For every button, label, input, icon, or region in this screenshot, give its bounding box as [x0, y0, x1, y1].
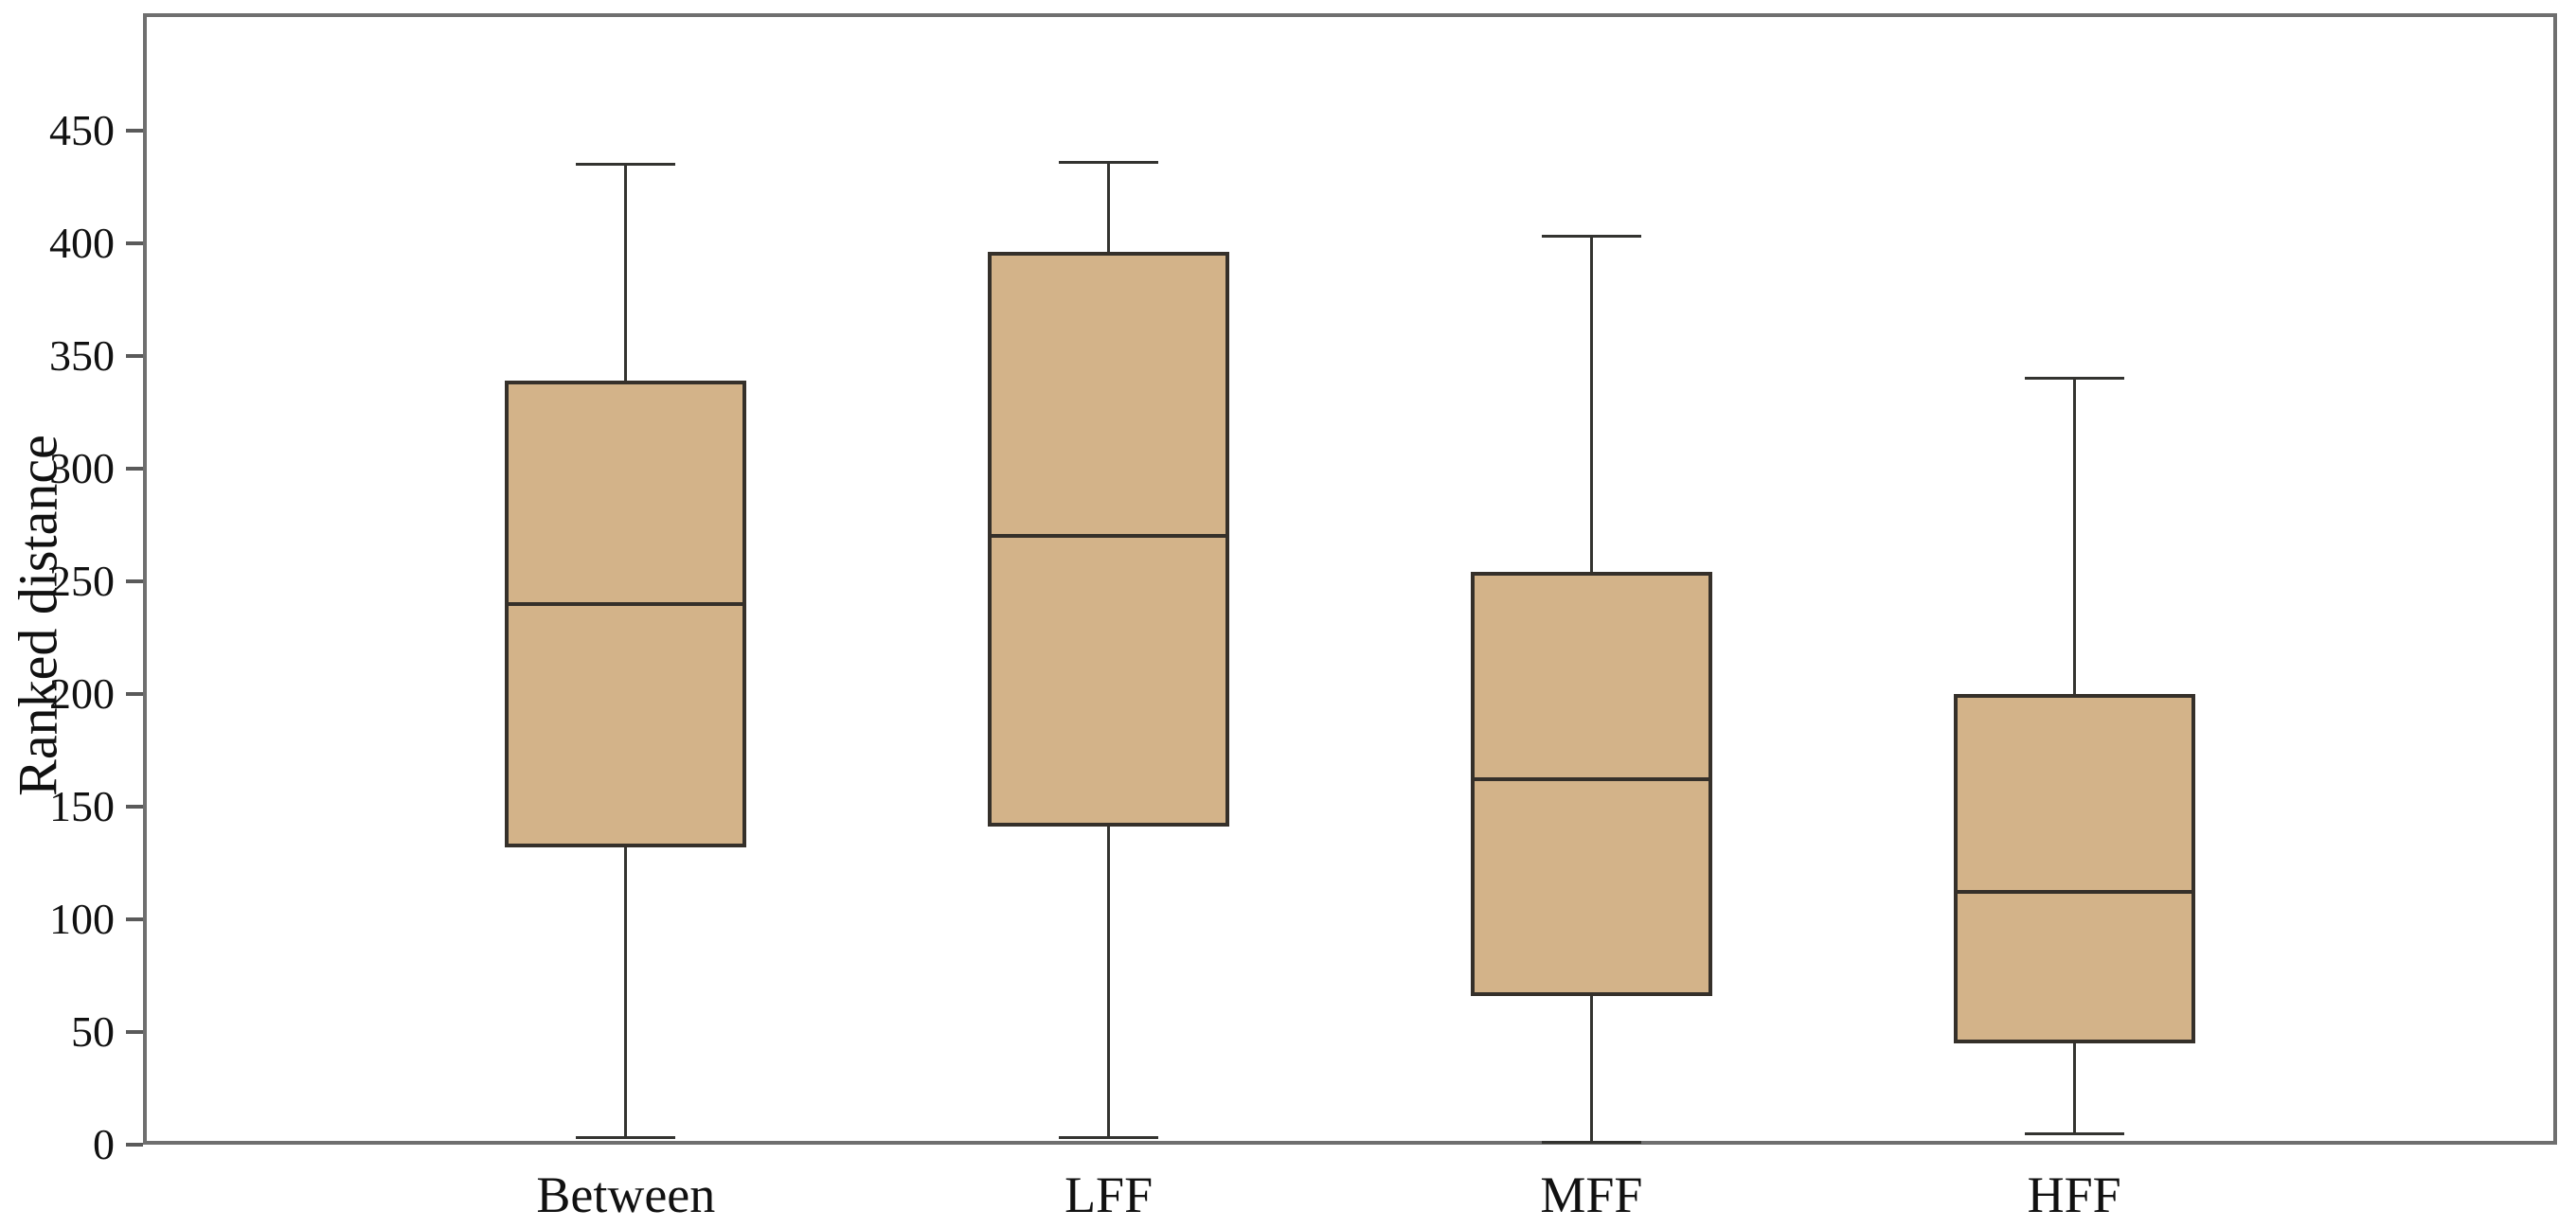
- x-category-label-mff: MFF: [1540, 1166, 1643, 1223]
- whisker-cap-top-lff: [1059, 160, 1159, 164]
- whisker-cap-bottom-hff: [2024, 1131, 2124, 1135]
- y-tick-mark: [126, 691, 143, 696]
- whisker-cap-top-between: [576, 162, 676, 166]
- median-lff: [988, 534, 1230, 539]
- y-tick-label: 150: [49, 781, 115, 830]
- y-tick-mark: [126, 466, 143, 471]
- whisker-cap-bottom-lff: [1059, 1136, 1159, 1140]
- y-tick-label: 400: [49, 218, 115, 267]
- y-tick-mark: [126, 240, 143, 245]
- x-category-label-hff: HFF: [2027, 1166, 2121, 1223]
- y-tick-mark: [126, 578, 143, 583]
- y-tick-mark: [126, 917, 143, 921]
- y-tick-label: 450: [49, 105, 115, 154]
- y-tick-label: 300: [49, 443, 115, 492]
- y-tick-label: 50: [71, 1006, 115, 1056]
- whisker-cap-bottom-between: [576, 1136, 676, 1140]
- y-tick-label: 0: [93, 1120, 115, 1168]
- whisker-lower-between: [624, 846, 628, 1138]
- whisker-upper-lff: [1107, 162, 1111, 253]
- median-hff: [1953, 890, 2195, 895]
- y-tick-label: 200: [49, 668, 115, 718]
- whisker-lower-mff: [1589, 995, 1593, 1143]
- box-hff: [1953, 693, 2195, 1043]
- whisker-cap-top-hff: [2024, 377, 2124, 381]
- whisker-cap-top-mff: [1541, 235, 1641, 239]
- y-tick-mark: [126, 804, 143, 809]
- y-tick-label: 100: [49, 894, 115, 943]
- median-mff: [1470, 777, 1712, 782]
- y-tick-label: 250: [49, 556, 115, 605]
- box-lff: [988, 252, 1230, 828]
- y-tick-mark: [126, 1143, 143, 1147]
- y-tick-mark: [126, 128, 143, 133]
- whisker-upper-hff: [2072, 378, 2076, 694]
- whisker-cap-bottom-mff: [1541, 1141, 1641, 1145]
- box-between: [505, 381, 747, 847]
- y-tick-mark: [126, 353, 143, 358]
- x-category-label-lff: LFF: [1064, 1166, 1154, 1223]
- y-tick-mark: [126, 1029, 143, 1034]
- whisker-upper-between: [624, 164, 628, 381]
- whisker-upper-mff: [1589, 236, 1593, 573]
- x-category-label-between: Between: [536, 1166, 716, 1223]
- y-tick-label: 350: [49, 330, 115, 380]
- box-mff: [1470, 572, 1712, 996]
- whisker-lower-lff: [1107, 827, 1111, 1138]
- median-between: [505, 601, 747, 606]
- whisker-lower-hff: [2072, 1042, 2076, 1134]
